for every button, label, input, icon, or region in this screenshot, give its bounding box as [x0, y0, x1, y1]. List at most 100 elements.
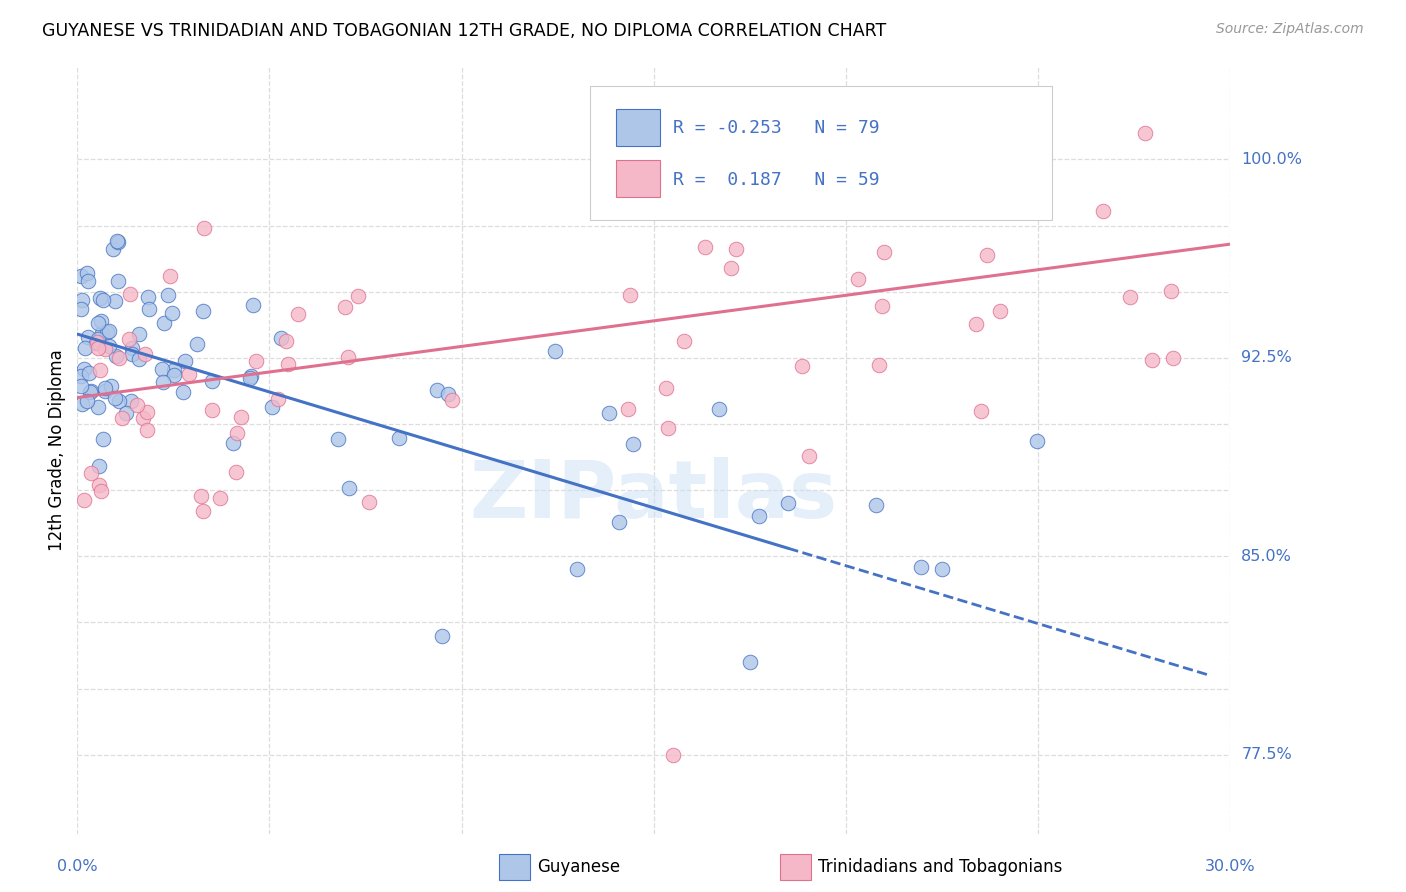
Point: [616, 401, 638, 416]
Point: [222, 435, 245, 450]
Point: [270, 331, 292, 345]
Point: [425, 384, 447, 398]
Point: [163, 363, 186, 377]
Point: [87, 342, 110, 356]
Point: [657, 421, 679, 435]
Point: [162, 368, 184, 382]
Point: [87, 316, 110, 330]
Point: [90, 314, 112, 328]
Point: [693, 240, 716, 254]
Point: [89, 362, 111, 376]
Point: [100, 379, 122, 393]
Point: [93, 384, 115, 398]
Point: [138, 302, 160, 317]
Text: Source: ZipAtlas.com: Source: ZipAtlas.com: [1216, 22, 1364, 37]
Point: [120, 393, 142, 408]
Point: [799, 449, 821, 463]
Point: [225, 465, 247, 479]
Point: [988, 304, 1011, 318]
Point: [90, 326, 112, 340]
Text: 30.0%: 30.0%: [1205, 859, 1256, 874]
Point: [910, 559, 932, 574]
Point: [70, 396, 93, 410]
Point: [260, 400, 283, 414]
Point: [969, 404, 991, 418]
Point: [357, 494, 380, 508]
Point: [778, 496, 800, 510]
Point: [1118, 290, 1140, 304]
Point: [80, 384, 103, 399]
Point: [70, 302, 93, 317]
Point: [607, 515, 630, 529]
Point: [115, 406, 138, 420]
Point: [619, 287, 641, 301]
Point: [108, 393, 131, 408]
Point: [89, 459, 111, 474]
Point: [231, 410, 253, 425]
Text: 92.5%: 92.5%: [1241, 351, 1292, 366]
Point: [388, 431, 411, 445]
Point: [91, 293, 114, 307]
Point: [287, 307, 309, 321]
Point: [328, 433, 350, 447]
Point: [976, 248, 998, 262]
Point: [201, 375, 224, 389]
Point: [94, 342, 117, 356]
Point: [662, 747, 685, 762]
Point: [105, 349, 128, 363]
Point: [193, 504, 215, 518]
FancyBboxPatch shape: [616, 109, 659, 146]
Point: [70, 369, 93, 384]
Point: [104, 294, 127, 309]
Point: [136, 423, 159, 437]
Point: [240, 369, 263, 384]
Text: R = -0.253   N = 79: R = -0.253 N = 79: [673, 119, 880, 136]
Point: [441, 393, 464, 408]
Point: [108, 351, 131, 366]
Point: [159, 268, 181, 283]
Point: [965, 317, 987, 331]
Text: ZIPatlas: ZIPatlas: [470, 458, 838, 535]
Point: [70, 293, 93, 307]
Text: 77.5%: 77.5%: [1241, 747, 1292, 762]
Point: [436, 387, 458, 401]
Point: [96, 326, 118, 340]
Point: [75, 341, 97, 355]
Point: [347, 289, 370, 303]
Point: [848, 271, 870, 285]
Point: [226, 426, 249, 441]
Point: [128, 351, 150, 366]
Point: [162, 306, 184, 320]
Point: [87, 332, 110, 346]
Point: [239, 371, 262, 385]
Point: [77, 367, 100, 381]
Point: [80, 467, 103, 481]
Point: [276, 334, 298, 349]
Point: [86, 334, 108, 349]
Point: [120, 287, 142, 301]
Point: [104, 391, 127, 405]
Text: GUYANESE VS TRINIDADIAN AND TOBAGONIAN 12TH GRADE, NO DIPLOMA CORRELATION CHART: GUYANESE VS TRINIDADIAN AND TOBAGONIAN 1…: [42, 22, 886, 40]
Point: [127, 398, 149, 412]
Point: [118, 332, 141, 346]
Point: [201, 403, 224, 417]
Point: [89, 478, 111, 492]
Point: [725, 242, 748, 256]
Point: [432, 629, 454, 643]
Point: [738, 655, 761, 669]
Point: [172, 385, 194, 400]
Point: [150, 361, 173, 376]
Point: [336, 350, 359, 364]
Text: R =  0.187   N = 59: R = 0.187 N = 59: [673, 170, 880, 189]
Point: [77, 274, 100, 288]
Point: [152, 376, 174, 390]
Point: [86, 400, 108, 414]
Point: [277, 357, 299, 371]
Point: [621, 437, 644, 451]
Point: [91, 433, 114, 447]
Point: [86, 336, 108, 351]
Point: [865, 498, 887, 512]
Point: [93, 381, 115, 395]
Text: Trinidadians and Tobagonians: Trinidadians and Tobagonians: [818, 858, 1063, 876]
Point: [156, 287, 179, 301]
